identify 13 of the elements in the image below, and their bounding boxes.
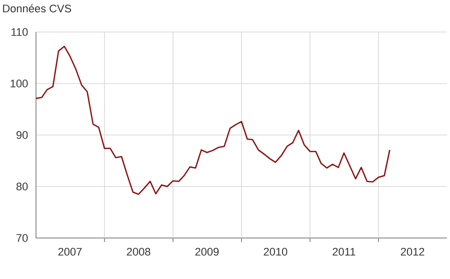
- y-tick-label: 100: [10, 80, 28, 88]
- x-tick-label: 2008: [126, 248, 150, 256]
- line-series: [35, 46, 390, 195]
- chart-title: Données CVS: [3, 4, 72, 12]
- x-tick-label: 2011: [332, 248, 356, 256]
- x-tick-label: 2007: [58, 248, 82, 256]
- y-tick-label: 110: [12, 28, 28, 36]
- x-tick-label: 2012: [400, 248, 424, 256]
- y-tick-label: 80: [16, 182, 28, 190]
- y-tick-label: 70: [16, 234, 28, 242]
- x-tick-label: 2009: [195, 248, 219, 256]
- x-tick-label: 2010: [264, 248, 288, 256]
- y-tick-label: 90: [16, 131, 28, 139]
